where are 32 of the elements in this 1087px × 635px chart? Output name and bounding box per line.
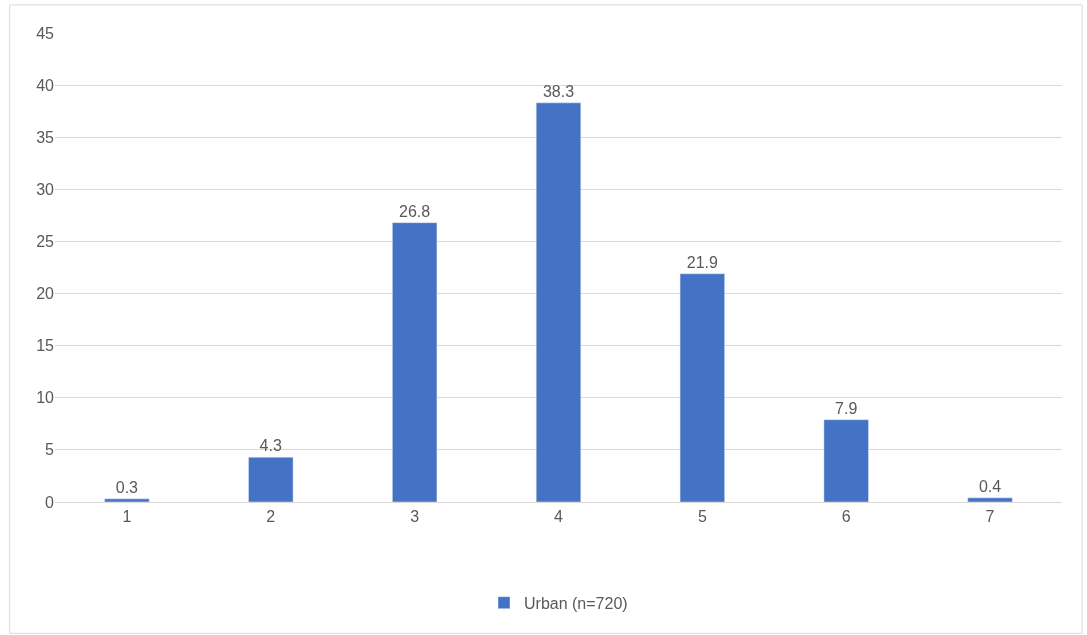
x-tick-label: 4 (554, 508, 564, 526)
bar (535, 102, 582, 502)
y-tick-label: 0 (45, 493, 55, 511)
data-label: 26.8 (399, 202, 431, 220)
bar (392, 222, 438, 502)
y-tick-label: 25 (36, 233, 55, 251)
bar (679, 273, 725, 502)
bar (823, 419, 869, 502)
bar (248, 456, 294, 502)
data-label: 0.4 (978, 477, 1002, 495)
data-label: 21.9 (686, 253, 718, 271)
bar (104, 498, 150, 502)
x-tick-label: 6 (841, 508, 851, 526)
x-tick-label: 2 (266, 508, 276, 526)
data-label: 4.3 (259, 437, 282, 455)
bar (967, 497, 1013, 502)
y-tick-label: 15 (36, 337, 55, 355)
x-tick-label: 1 (122, 508, 132, 526)
y-tick-label: 10 (36, 389, 55, 407)
legend-label: Urban (n=720) (524, 594, 628, 612)
data-label: 0.3 (115, 478, 139, 496)
x-tick-label: 5 (697, 508, 707, 526)
x-tick-label: 3 (410, 508, 420, 526)
y-tick-label: 35 (36, 128, 55, 146)
y-tick-label: 5 (45, 441, 55, 459)
y-tick-label: 20 (36, 285, 55, 303)
y-tick-label: 30 (36, 180, 55, 198)
y-tick-label: 40 (36, 76, 55, 94)
data-label: 7.9 (835, 399, 858, 417)
y-tick-label: 45 (36, 24, 55, 42)
data-label: 38.3 (542, 82, 575, 100)
x-tick-label: 7 (985, 508, 995, 526)
